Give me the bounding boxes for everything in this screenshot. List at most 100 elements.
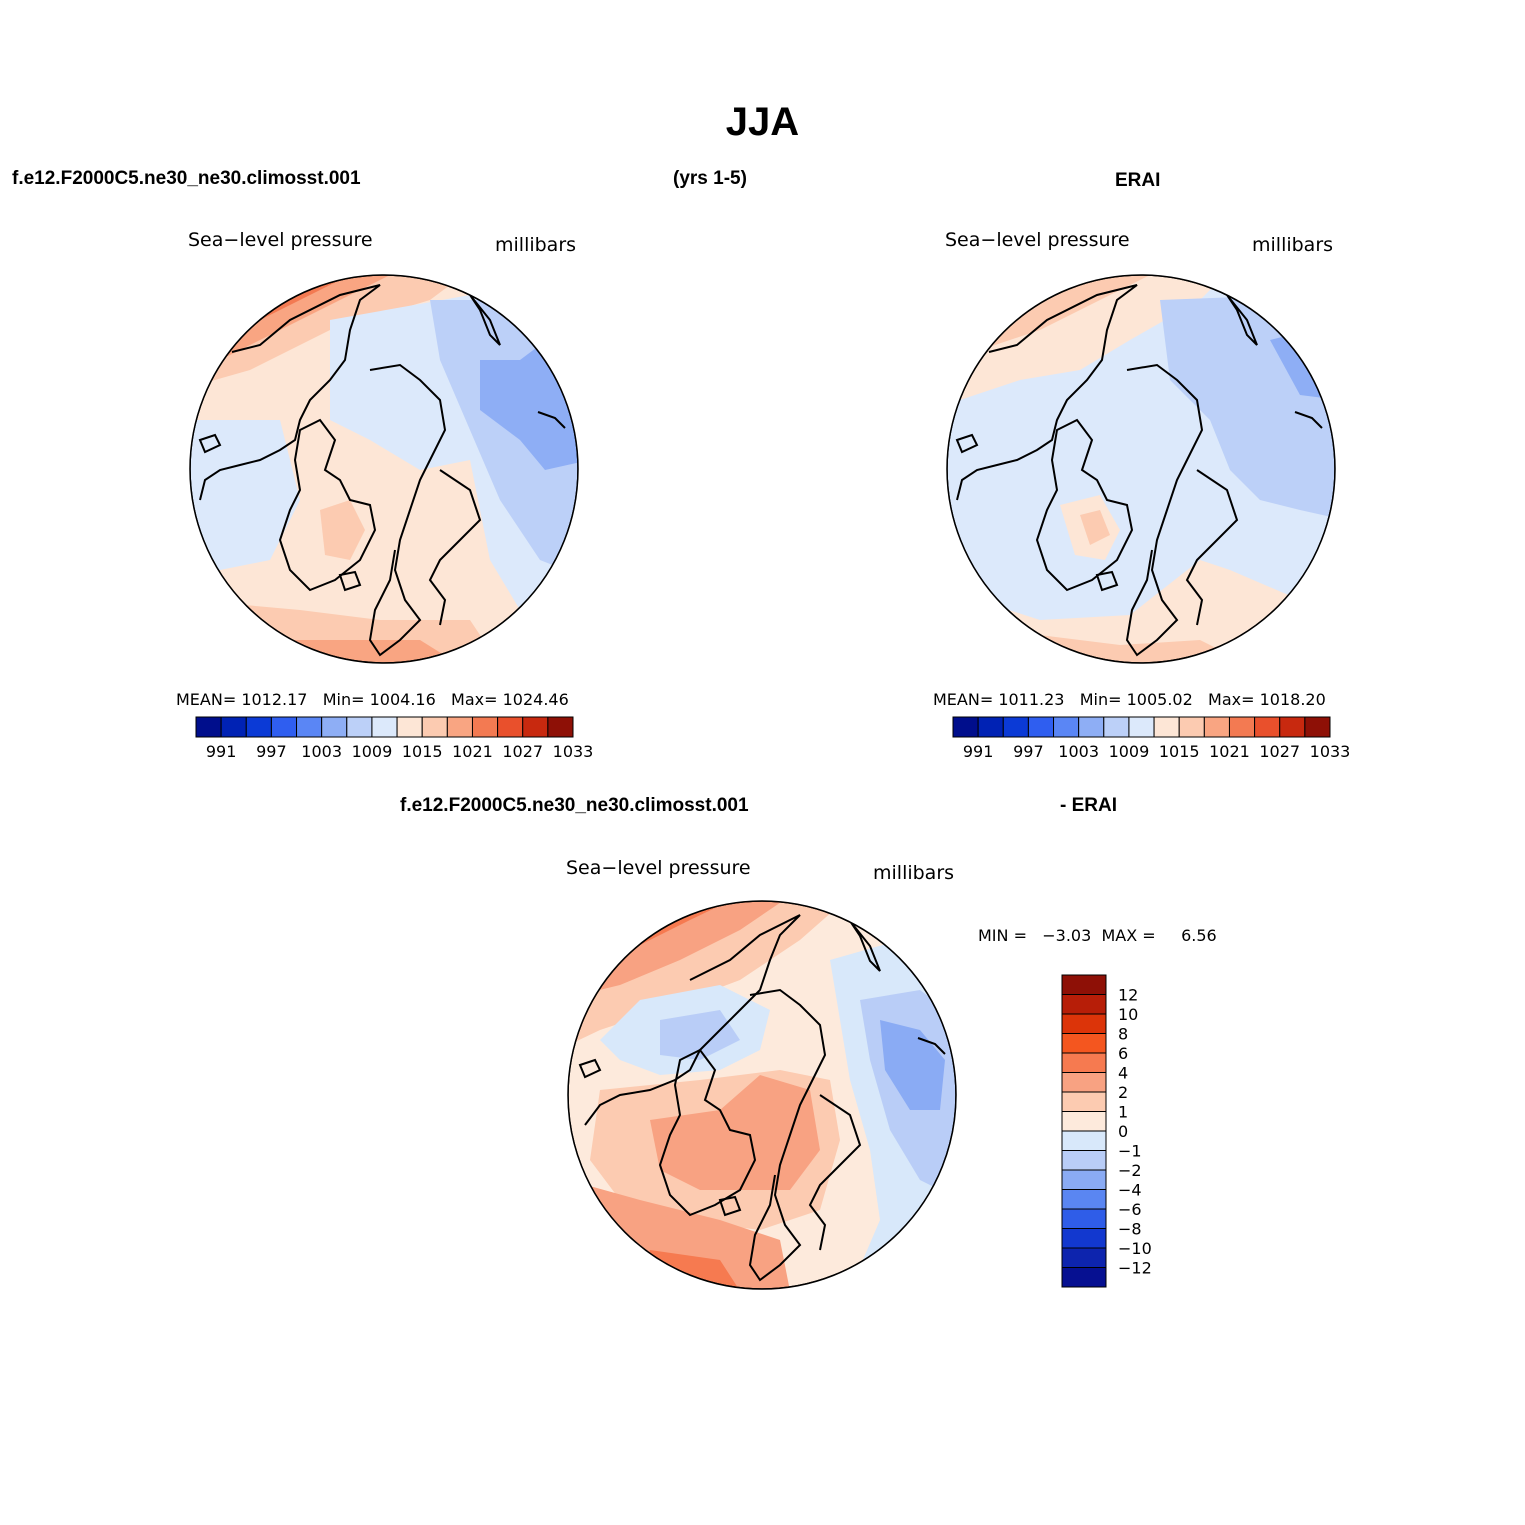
colorbar-swatch xyxy=(371,716,398,738)
panel1-coastlines xyxy=(198,284,566,657)
colorbar-tick-label: 2 xyxy=(1118,1083,1128,1102)
colorbar-tick-label: 991 xyxy=(206,742,237,761)
colorbar-swatch xyxy=(1061,1091,1107,1112)
colorbar-swatch xyxy=(1061,1228,1107,1249)
panel3-stats: MIN = −3.03 MAX = 6.56 xyxy=(978,926,1217,945)
panel2-coastlines xyxy=(955,284,1323,657)
colorbar-swatch xyxy=(1053,716,1080,738)
colorbar-swatch xyxy=(1304,716,1331,738)
colorbar-swatch xyxy=(1061,1130,1107,1151)
colorbar-swatch xyxy=(1061,1013,1107,1034)
colorbar-swatch xyxy=(1228,716,1256,738)
colorbar-swatch xyxy=(321,716,348,738)
panel1-map xyxy=(190,275,578,663)
colorbar-swatch xyxy=(270,716,298,738)
panel1-fill-greenland-high xyxy=(320,500,365,560)
panel1-units: millibars xyxy=(495,234,577,256)
panel1-variable: Sea−level pressure xyxy=(188,229,373,251)
colorbar-swatch xyxy=(977,716,1004,738)
colorbar-tick-label: 10 xyxy=(1118,1005,1138,1024)
colorbar-swatch xyxy=(1061,1169,1107,1190)
main-title: JJA xyxy=(725,100,800,144)
panel3-outline xyxy=(567,900,957,1290)
colorbar-swatch xyxy=(421,716,448,738)
colorbar-tick-label: 6 xyxy=(1118,1044,1128,1063)
panel2-outline xyxy=(946,274,1336,664)
colorbar-swatch xyxy=(1061,1267,1107,1288)
colorbar-swatch xyxy=(1061,994,1107,1015)
colorbar-tick-label: 8 xyxy=(1118,1025,1128,1044)
colorbar-swatch xyxy=(1002,716,1029,738)
colorbar-tick-label: 1015 xyxy=(1159,742,1200,761)
colorbar-tick-label: 1033 xyxy=(553,742,594,761)
colorbar-swatch xyxy=(1061,974,1107,995)
panel2-colorbar: 991 997 1003 1009 1015 1021 1027 1033 xyxy=(952,716,1351,761)
panel2-variable: Sea−level pressure xyxy=(945,229,1130,251)
colorbar-swatch xyxy=(1061,1052,1107,1073)
colorbar-swatch xyxy=(1027,716,1055,738)
colorbar-tick-label: 1003 xyxy=(1058,742,1099,761)
panel3-fill-neg-arctic2 xyxy=(660,1010,740,1060)
colorbar-swatch xyxy=(1061,1247,1107,1268)
colorbar-swatch xyxy=(952,716,979,738)
colorbar-tick-label: 4 xyxy=(1118,1064,1128,1083)
panel3-units: millibars xyxy=(873,862,955,884)
colorbar-swatch xyxy=(1103,716,1130,738)
colorbar-tick-label: −6 xyxy=(1118,1200,1142,1219)
panel2-units: millibars xyxy=(1252,234,1334,256)
colorbar-swatch xyxy=(471,716,499,738)
colorbar-tick-label: 1003 xyxy=(301,742,342,761)
colorbar-tick-label: −10 xyxy=(1118,1239,1152,1258)
colorbar-swatch xyxy=(195,716,222,738)
colorbar-swatch xyxy=(1078,716,1105,738)
colorbar-swatch xyxy=(1061,1033,1107,1054)
colorbar-tick-label: 1015 xyxy=(402,742,443,761)
colorbar-tick-label: 12 xyxy=(1118,986,1138,1005)
panel3-coastlines xyxy=(578,914,946,1282)
colorbar-swatch xyxy=(1128,716,1155,738)
colorbar-swatch xyxy=(1203,716,1230,738)
colorbar-swatch xyxy=(547,716,574,738)
panel3-variable: Sea−level pressure xyxy=(566,857,751,879)
diff-minus-title: - ERAI xyxy=(1060,795,1117,816)
colorbar-tick-label: 1009 xyxy=(1109,742,1150,761)
colorbar-tick-label: 997 xyxy=(256,742,287,761)
colorbar-tick-label: 1 xyxy=(1118,1103,1128,1122)
colorbar-tick-label: 1027 xyxy=(1259,742,1300,761)
colorbar-tick-label: 997 xyxy=(1013,742,1044,761)
colorbar-swatch xyxy=(497,716,524,738)
colorbar-swatch xyxy=(446,716,473,738)
colorbar-tick-label: −1 xyxy=(1118,1142,1142,1161)
panel1-colorbar: 991 997 1003 1009 1015 1021 1027 1033 xyxy=(195,716,594,761)
colorbar-swatch xyxy=(1279,716,1306,738)
colorbar-tick-label: 1033 xyxy=(1310,742,1351,761)
colorbar-tick-label: −12 xyxy=(1118,1259,1152,1278)
colorbar-swatch xyxy=(1153,716,1180,738)
colorbar-swatch xyxy=(245,716,272,738)
panel2-stats: MEAN= 1011.23 Min= 1005.02 Max= 1018.20 xyxy=(933,690,1326,709)
colorbar-tick-label: 0 xyxy=(1118,1122,1128,1141)
colorbar-swatch xyxy=(296,716,323,738)
colorbar-tick-label: 1021 xyxy=(452,742,493,761)
panel2-map xyxy=(947,275,1335,663)
panel1-fill-low-sw xyxy=(190,420,300,570)
panel3-fill-pos-center2 xyxy=(650,1075,820,1190)
colorbar-swatch xyxy=(396,716,423,738)
colorbar-tick-label: −2 xyxy=(1118,1161,1142,1180)
colorbar-swatch xyxy=(522,716,549,738)
colorbar-swatch xyxy=(1061,1072,1107,1093)
colorbar-swatch xyxy=(1061,1111,1107,1132)
panel1-outline xyxy=(189,274,579,664)
colorbar-swatch xyxy=(220,716,247,738)
colorbar-swatch xyxy=(1178,716,1205,738)
colorbar-tick-label: −8 xyxy=(1118,1220,1142,1239)
colorbar-tick-label: −4 xyxy=(1118,1181,1142,1200)
colorbar-tick-label: 1021 xyxy=(1209,742,1250,761)
years-label: (yrs 1-5) xyxy=(673,168,747,189)
colorbar-tick-label: 1009 xyxy=(352,742,393,761)
diff-case-title: f.e12.F2000C5.ne30_ne30.climosst.001 xyxy=(400,795,749,816)
panel2-fill-greenland-high2 xyxy=(1080,510,1110,545)
colorbar-swatch xyxy=(1254,716,1281,738)
colorbar-tick-label: 991 xyxy=(963,742,994,761)
